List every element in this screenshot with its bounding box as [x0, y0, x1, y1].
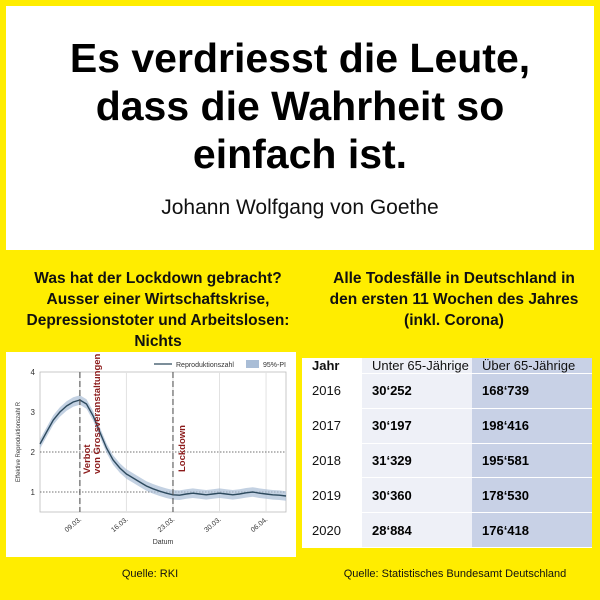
table-row: 2018 31‘329 195‘581: [302, 443, 592, 479]
table-header-row: Jahr Unter 65-Jährige Über 65-Jährige: [302, 358, 592, 374]
y-tick-label: 4: [31, 368, 36, 377]
table-row: 2019 30‘360 178‘530: [302, 477, 592, 514]
cell-under-65: 30‘252: [362, 373, 472, 409]
r-value-chart: Verbotvon Grossveranstaltungen Lockdown 1 2…: [6, 352, 296, 557]
cell-over-65: 178‘530: [472, 477, 592, 514]
quote-line: Es verdriesst die Leute,: [69, 35, 531, 81]
deaths-table: Jahr Unter 65-Jährige Über 65-Jährige 20…: [302, 358, 592, 548]
quote-text: Es verdriesst die Leute, dass die Wahrhe…: [6, 34, 594, 178]
table-row: 2016 30‘252 168‘739: [302, 373, 592, 409]
table-source: Quelle: Statistisches Bundesamt Deutschl…: [343, 568, 567, 580]
confidence-band: [40, 395, 286, 501]
col-header-year: Jahr: [302, 358, 362, 374]
col-header-under-65: Unter 65-Jährige: [362, 358, 472, 374]
deaths-heading: Alle Todesfälle in Deutschland in den er…: [308, 268, 600, 331]
heading-line: den ersten 11 Wochen des Jahres: [329, 291, 579, 308]
x-tick-label: 06.04.: [250, 516, 269, 534]
cell-year: 2017: [302, 408, 362, 444]
cell-over-65: 176‘418: [472, 512, 592, 548]
y-axis-label: Effektive Reproduktionszahl R: [16, 401, 22, 482]
cell-under-65: 31‘329: [362, 443, 472, 479]
heading-line: Alle Todesfälle in Deutschland in: [333, 270, 575, 287]
cell-year: 2019: [302, 477, 362, 514]
cell-under-65: 30‘197: [362, 408, 472, 444]
cell-over-65: 198‘416: [472, 408, 592, 444]
heading-line: Was hat der Lockdown gebracht?: [34, 270, 282, 287]
x-axis-label: Datum: [153, 539, 174, 546]
legend-swatch-band: [246, 360, 259, 368]
heading-line: Depressionstoter und Arbeitslosen: Nicht…: [26, 312, 290, 350]
lockdown-heading: Was hat der Lockdown gebracht? Ausser ei…: [8, 268, 308, 352]
x-tick-label: 23.03.: [157, 516, 176, 534]
annotation-label-line: Verbot: [82, 444, 93, 474]
table-row: 2020 28‘884 176‘418: [302, 512, 592, 548]
chart-svg: Verbotvon Grossveranstaltungen Lockdown 1 2…: [16, 353, 287, 546]
y-tick-label: 2: [31, 448, 36, 457]
legend-label: 95%-PI: [263, 362, 286, 369]
cell-year: 2016: [302, 373, 362, 409]
cell-year: 2018: [302, 443, 362, 479]
x-tick-label: 30.03.: [203, 516, 222, 534]
heading-line: (inkl. Corona): [404, 312, 504, 329]
quote-box: Es verdriesst die Leute, dass die Wahrhe…: [6, 6, 594, 250]
col-header-over-65: Über 65-Jährige: [472, 358, 592, 374]
table-row: 2017 30‘197 198‘416: [302, 408, 592, 444]
series-line-reproduktionszahl: [39, 399, 287, 497]
cell-under-65: 30‘360: [362, 477, 472, 514]
y-tick-label: 3: [31, 408, 36, 417]
annotation-label: Verbotvon Grossveranstaltungen: [82, 353, 103, 474]
y-tick-label: 1: [31, 488, 36, 497]
quote-author: Johann Wolfgang von Goethe: [161, 196, 439, 219]
x-tick-label: 16.03.: [110, 516, 129, 534]
x-tick-label: 09.03.: [64, 516, 83, 534]
heading-line: Ausser einer Wirtschaftskrise,: [46, 291, 270, 308]
chart-source: Quelle: RKI: [121, 568, 179, 580]
cell-over-65: 195‘581: [472, 443, 592, 479]
quote-line: einfach ist.: [192, 131, 408, 177]
cell-over-65: 168‘739: [472, 373, 592, 409]
quote-line: dass die Wahrheit so: [95, 83, 505, 129]
annotation-label-line: von Grossveranstaltungen: [92, 353, 103, 474]
cell-under-65: 28‘884: [362, 512, 472, 548]
cell-year: 2020: [302, 512, 362, 548]
legend-label: Reproduktionszahl: [176, 362, 234, 369]
annotation-label: Lockdown: [177, 425, 188, 472]
deaths-table-grid: Jahr Unter 65-Jährige Über 65-Jährige 20…: [302, 358, 592, 548]
